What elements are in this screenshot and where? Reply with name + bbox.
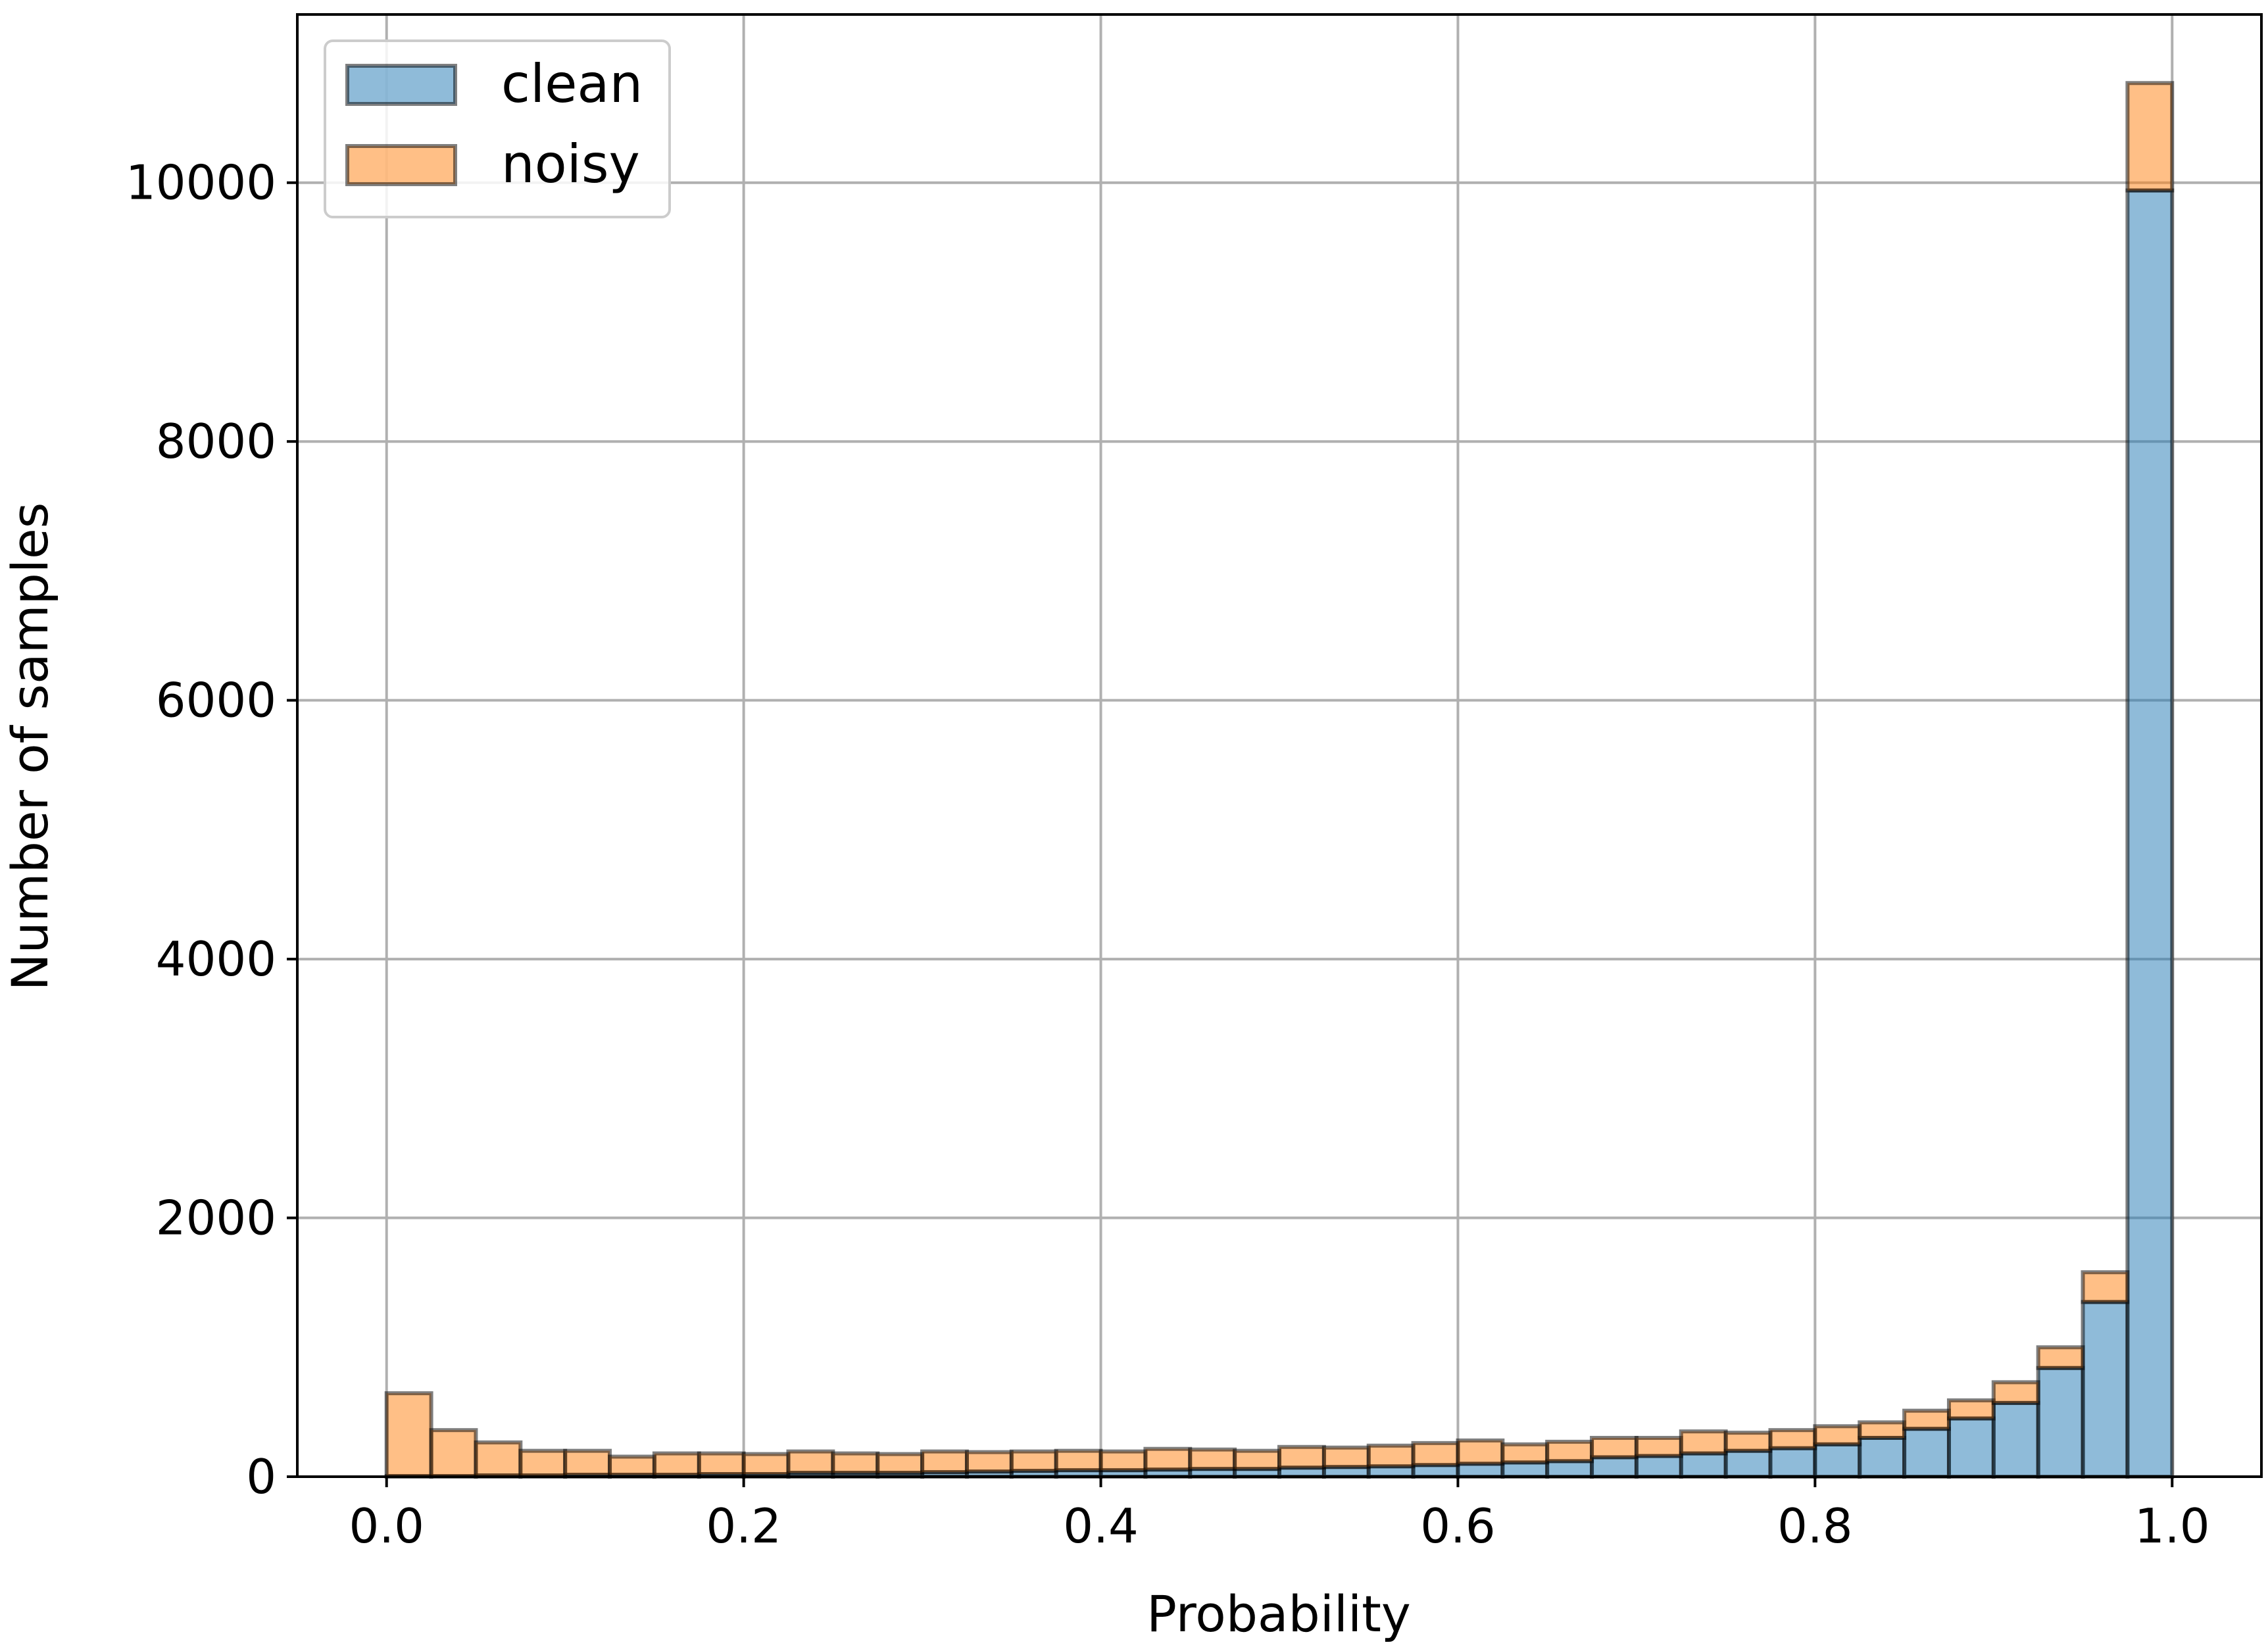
bar-noisy-38 bbox=[2081, 1270, 2130, 1304]
bar-clean-33 bbox=[1858, 1435, 1907, 1479]
bar-noisy-21 bbox=[1321, 1445, 1371, 1469]
y-ticks: 0 2000 4000 6000 8000 10000 bbox=[126, 155, 297, 1504]
bar-noisy-37 bbox=[2036, 1345, 2085, 1370]
bar-noisy-18 bbox=[1188, 1447, 1237, 1471]
bar-clean-38 bbox=[2081, 1300, 2130, 1479]
bar-noisy-12 bbox=[920, 1449, 969, 1475]
bar-noisy-16 bbox=[1098, 1449, 1148, 1473]
legend-label-noisy: noisy bbox=[501, 134, 640, 195]
y-tick-label-3: 6000 bbox=[156, 673, 276, 728]
bar-noisy-8 bbox=[741, 1452, 791, 1477]
x-tick-label-5: 1.0 bbox=[2134, 1498, 2210, 1554]
x-ticks: 0.0 0.2 0.4 0.6 0.8 1.0 bbox=[349, 1477, 2210, 1554]
bar-clean-25 bbox=[1500, 1460, 1550, 1479]
bar-noisy-3 bbox=[518, 1448, 568, 1478]
bar-noisy-39 bbox=[2125, 81, 2175, 193]
bar-noisy-15 bbox=[1054, 1448, 1103, 1473]
bar-noisy-13 bbox=[964, 1450, 1014, 1474]
bar-noisy-33 bbox=[1858, 1420, 1907, 1440]
x-tick-label-3: 0.6 bbox=[1420, 1498, 1496, 1554]
y-axis-label: Number of samples bbox=[1, 503, 59, 991]
x-tick-label-0: 0.0 bbox=[349, 1498, 424, 1554]
bar-noisy-7 bbox=[697, 1451, 746, 1477]
legend-swatch-clean bbox=[345, 64, 457, 106]
bar-noisy-25 bbox=[1500, 1442, 1550, 1465]
bar-clean-36 bbox=[1991, 1400, 2040, 1479]
bar-clean-31 bbox=[1768, 1446, 1817, 1479]
bar-clean-29 bbox=[1679, 1451, 1728, 1479]
bar-noisy-23 bbox=[1411, 1441, 1460, 1467]
bar-clean-37 bbox=[2036, 1366, 2085, 1479]
bar-noisy-11 bbox=[875, 1452, 925, 1475]
legend: clean noisy bbox=[324, 39, 671, 218]
bar-noisy-32 bbox=[1813, 1424, 1862, 1446]
bar-clean-26 bbox=[1545, 1459, 1594, 1479]
series-noisy bbox=[384, 81, 2175, 1479]
x-tick-label-2: 0.4 bbox=[1063, 1498, 1139, 1554]
bar-noisy-26 bbox=[1545, 1439, 1594, 1464]
bar-noisy-20 bbox=[1277, 1444, 1326, 1470]
bar-noisy-28 bbox=[1634, 1435, 1683, 1458]
y-tick-label-0: 0 bbox=[246, 1449, 276, 1504]
bars bbox=[384, 81, 2175, 1479]
x-tick-label-1: 0.2 bbox=[706, 1498, 781, 1554]
bar-noisy-29 bbox=[1679, 1429, 1728, 1456]
bar-clean-27 bbox=[1590, 1455, 1639, 1479]
bar-noisy-34 bbox=[1902, 1408, 1951, 1431]
bar-clean-30 bbox=[1723, 1448, 1773, 1479]
bar-noisy-30 bbox=[1723, 1431, 1773, 1453]
legend-swatch-noisy bbox=[345, 144, 457, 186]
bar-noisy-22 bbox=[1366, 1443, 1416, 1469]
bar-noisy-31 bbox=[1768, 1428, 1817, 1450]
bar-noisy-4 bbox=[563, 1448, 612, 1477]
bar-noisy-0 bbox=[384, 1391, 433, 1479]
y-tick-label-2: 4000 bbox=[156, 931, 276, 987]
bar-noisy-5 bbox=[608, 1454, 656, 1477]
bar-clean-34 bbox=[1902, 1427, 1951, 1479]
bar-noisy-27 bbox=[1590, 1435, 1639, 1460]
legend-label-clean: clean bbox=[501, 53, 643, 114]
bar-clean-35 bbox=[1946, 1416, 1996, 1479]
bar-noisy-36 bbox=[1991, 1380, 2040, 1405]
bar-noisy-1 bbox=[429, 1428, 478, 1479]
bar-noisy-17 bbox=[1143, 1446, 1193, 1472]
x-tick-label-4: 0.8 bbox=[1777, 1498, 1853, 1554]
bar-noisy-14 bbox=[1009, 1449, 1058, 1473]
y-tick-label-5: 10000 bbox=[126, 155, 276, 210]
plot-frame bbox=[296, 13, 2263, 1478]
bar-noisy-2 bbox=[474, 1440, 523, 1478]
bar-clean-28 bbox=[1634, 1454, 1683, 1479]
bar-clean-39 bbox=[2125, 188, 2175, 1479]
bar-noisy-24 bbox=[1456, 1438, 1505, 1466]
bar-noisy-6 bbox=[652, 1451, 701, 1477]
x-axis-label: Probability bbox=[1146, 1585, 1411, 1643]
y-tick-label-1: 2000 bbox=[156, 1191, 276, 1246]
bar-noisy-9 bbox=[786, 1449, 835, 1475]
bar-noisy-19 bbox=[1233, 1448, 1281, 1471]
bar-noisy-10 bbox=[831, 1451, 880, 1475]
y-tick-label-4: 8000 bbox=[156, 414, 276, 469]
bar-noisy-35 bbox=[1946, 1398, 1996, 1421]
bar-clean-32 bbox=[1813, 1442, 1862, 1479]
